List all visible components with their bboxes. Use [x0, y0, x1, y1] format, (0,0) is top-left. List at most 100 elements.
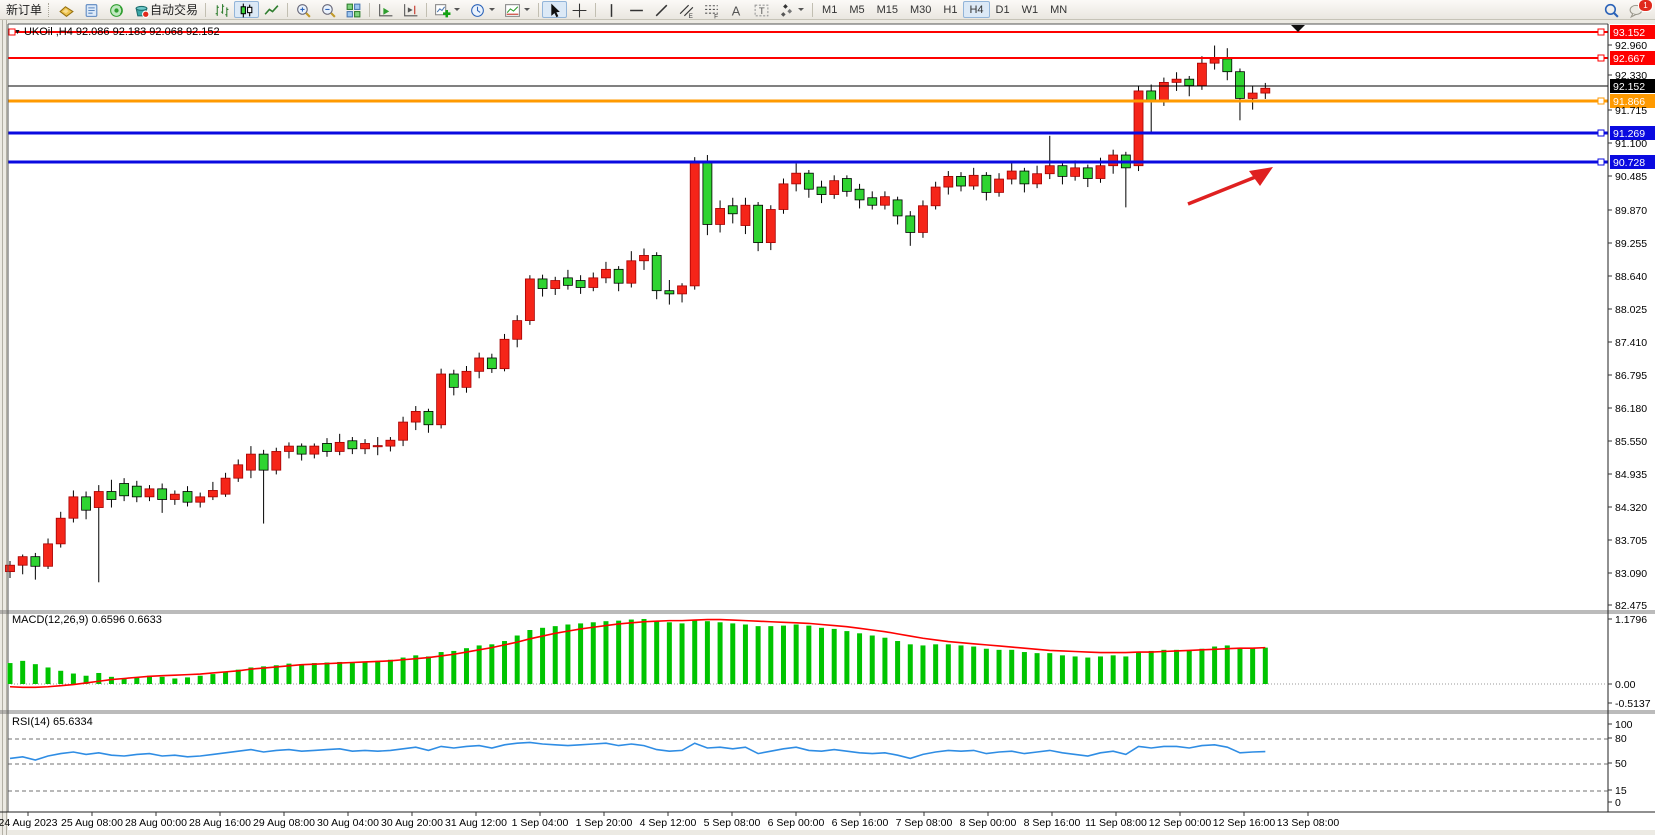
dropdown-caret: [454, 8, 461, 11]
svg-text:0.00: 0.00: [1615, 679, 1636, 691]
line-chart-button[interactable]: [259, 1, 284, 18]
timeframe-d1-button[interactable]: D1: [990, 1, 1016, 18]
gold-bar-button[interactable]: [54, 1, 79, 18]
timeframe-h4-button[interactable]: H4: [963, 1, 990, 18]
svg-text:93.152: 93.152: [1613, 27, 1645, 39]
svg-text:8 Sep 16:00: 8 Sep 16:00: [1024, 817, 1081, 829]
tile-windows-button[interactable]: [341, 1, 366, 18]
auto-trading-button[interactable]: 自动交易: [129, 1, 202, 18]
svg-text:91.269: 91.269: [1613, 128, 1645, 140]
svg-text:89.870: 89.870: [1615, 205, 1647, 217]
chart-title: ▼ UKOil ,H4 92.086 92.183 92.068 92.152: [14, 26, 220, 38]
svg-text:86.795: 86.795: [1615, 370, 1647, 382]
fibonacci-button[interactable]: F: [699, 1, 724, 20]
svg-text:28 Aug 00:00: 28 Aug 00:00: [125, 817, 187, 829]
horizontal-line-icon: [628, 2, 645, 18]
chart-shift-marker[interactable]: [1291, 25, 1305, 32]
timeframe-m15-button[interactable]: M15: [871, 1, 904, 18]
svg-text:87.410: 87.410: [1615, 337, 1647, 349]
bar-chart-button[interactable]: [209, 1, 234, 18]
text-button[interactable]: A: [724, 1, 749, 18]
search-icon: [1603, 2, 1620, 18]
auto-scroll-button[interactable]: [373, 1, 398, 18]
chart-shift-icon: [402, 2, 419, 18]
toolbar-separator: [205, 2, 207, 17]
svg-text:7 Sep 08:00: 7 Sep 08:00: [896, 817, 953, 829]
toolbar-separator: [812, 2, 814, 17]
equidistant-channel-button[interactable]: E: [674, 1, 699, 19]
horizontal-line-objects[interactable]: 93.152 92.667 91.866 91.269 90.728: [8, 25, 1655, 169]
svg-text:91.715: 91.715: [1615, 105, 1647, 117]
cursor-button[interactable]: [542, 1, 568, 18]
search-button[interactable]: [1599, 1, 1624, 18]
svg-text:24 Aug 2023: 24 Aug 2023: [0, 817, 58, 829]
crosshair-button[interactable]: [567, 1, 592, 18]
svg-text:84.320: 84.320: [1615, 502, 1647, 514]
svg-text:85.550: 85.550: [1615, 436, 1647, 448]
notification-badge: 1: [1638, 0, 1653, 12]
text-label-icon: T: [753, 2, 770, 18]
timeframe-m30-button[interactable]: M30: [904, 1, 937, 18]
toolbar-right-group: 1: [1599, 0, 1655, 18]
templates-button[interactable]: [500, 1, 535, 18]
arrows-icon: [778, 2, 795, 18]
timeframe-m5-button[interactable]: M5: [843, 1, 870, 18]
trend-line-button[interactable]: [649, 1, 674, 18]
svg-text:30 Aug 04:00: 30 Aug 04:00: [317, 817, 379, 829]
toolbar-grip: [48, 2, 52, 17]
add-indicator-button[interactable]: [430, 1, 465, 18]
fibonacci-icon: F: [703, 2, 720, 20]
zoom-in-icon: [295, 2, 312, 18]
vertical-line-button[interactable]: [599, 1, 624, 18]
timeframe-mn-button[interactable]: MN: [1044, 1, 1073, 18]
vertical-line-icon: [603, 2, 620, 18]
main-toolbar: 新订单 自动交易 E F A T: [0, 0, 1655, 20]
toolbar-separator: [287, 2, 289, 17]
annotation-arrow[interactable]: [1187, 167, 1273, 206]
history-center-button[interactable]: [79, 1, 104, 18]
svg-text:F: F: [714, 13, 718, 19]
horizontal-line-button[interactable]: [624, 1, 649, 18]
svg-text:12 Sep 00:00: 12 Sep 00:00: [1149, 817, 1212, 829]
chart-shift-button[interactable]: [398, 1, 423, 18]
svg-text:1 Sep 04:00: 1 Sep 04:00: [512, 817, 569, 829]
text-label-button[interactable]: T: [749, 1, 774, 18]
svg-text:83.705: 83.705: [1615, 535, 1647, 547]
svg-text:31 Aug 12:00: 31 Aug 12:00: [445, 817, 507, 829]
new-order-button[interactable]: 新订单: [2, 1, 46, 18]
svg-text:100: 100: [1615, 719, 1633, 731]
zoom-in-button[interactable]: [291, 1, 316, 18]
toolbar-separator: [595, 2, 597, 17]
symbol-marker-icon: ▼: [14, 28, 21, 36]
svg-text:91.100: 91.100: [1615, 138, 1647, 150]
candlestick-chart-button[interactable]: [234, 1, 260, 18]
toolbar-separator: [426, 2, 428, 17]
svg-text:88.640: 88.640: [1615, 271, 1647, 283]
price-axis[interactable]: 92.960 92.330 91.715 91.100 90.485 89.870 89.2…: [1608, 40, 1647, 612]
svg-text:1.1796: 1.1796: [1615, 614, 1647, 626]
svg-text:29 Aug 08:00: 29 Aug 08:00: [253, 817, 315, 829]
svg-text:88.025: 88.025: [1615, 304, 1647, 316]
svg-text:90.728: 90.728: [1613, 157, 1645, 169]
periods-button[interactable]: [465, 1, 500, 18]
dropdown-caret: [489, 8, 496, 11]
notifications-button[interactable]: 1: [1624, 0, 1653, 18]
svg-text:11 Sep 08:00: 11 Sep 08:00: [1085, 817, 1147, 829]
crosshair-icon: [571, 2, 588, 18]
svg-text:92.960: 92.960: [1615, 40, 1647, 52]
zoom-out-button[interactable]: [316, 1, 341, 18]
svg-text:91.866: 91.866: [1613, 96, 1645, 108]
svg-text:30 Aug 20:00: 30 Aug 20:00: [381, 817, 443, 829]
date-axis[interactable]: 24 Aug 2023 25 Aug 08:00 28 Aug 00:00 28 Au…: [0, 812, 1339, 829]
market-depth-button[interactable]: [104, 1, 129, 18]
timeframe-h1-button[interactable]: H1: [937, 1, 963, 18]
timeframe-w1-button[interactable]: W1: [1016, 1, 1045, 18]
rsi-pane: 100 80 50 150: [8, 719, 1633, 809]
add-indicator-icon: [434, 2, 451, 18]
svg-text:T: T: [759, 6, 765, 17]
auto-scroll-icon: [377, 2, 394, 18]
arrows-button[interactable]: [774, 1, 809, 18]
timeframe-m1-button[interactable]: M1: [816, 1, 843, 18]
toolbar-separator: [369, 2, 371, 17]
